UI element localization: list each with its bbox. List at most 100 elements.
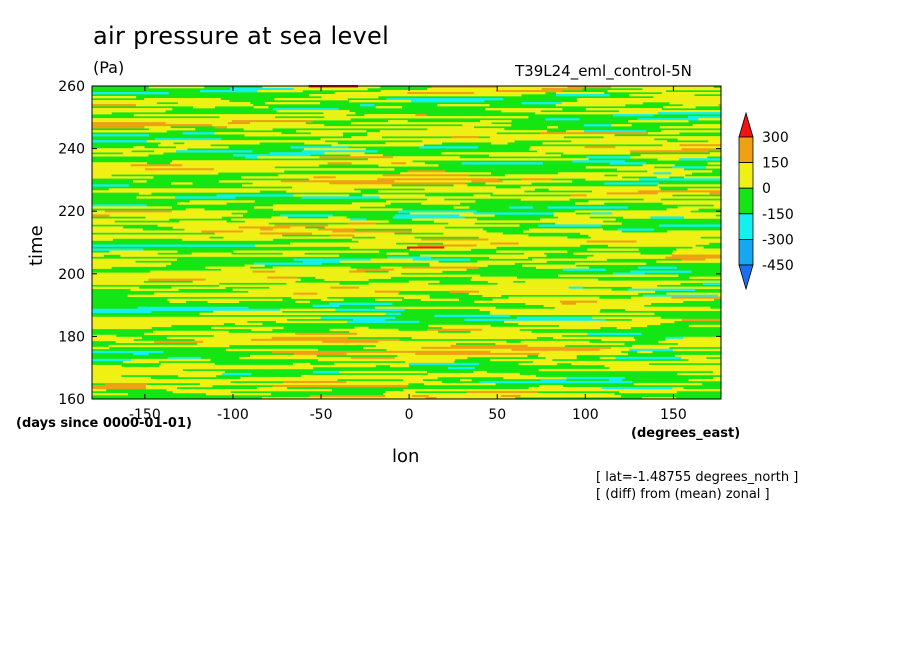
heatmap-cell (495, 284, 554, 287)
colorbar-label: -450 (762, 258, 794, 274)
heatmap-cell (705, 206, 722, 209)
heatmap-cell (517, 182, 532, 185)
heatmap-cell (537, 150, 571, 153)
heatmap-cell (284, 206, 360, 209)
heatmap-cell (669, 102, 722, 105)
heatmap-cell (280, 160, 361, 163)
heatmap-cell (272, 266, 351, 269)
heatmap-cell (556, 340, 590, 344)
heatmap-cell (271, 216, 288, 219)
heatmap-cell (474, 158, 540, 161)
heatmap-cell (92, 100, 159, 103)
heatmap-cell (472, 152, 503, 155)
heatmap-cell (92, 262, 148, 265)
heatmap-cell (618, 110, 661, 113)
colorbar-segment (738, 213, 754, 240)
heatmap-cell (197, 342, 241, 346)
heatmap-cell (558, 216, 579, 219)
heatmap-cell (119, 166, 195, 169)
heatmap-cell (577, 100, 612, 103)
heatmap-cell (433, 288, 473, 291)
heatmap-cell (629, 94, 695, 97)
heatmap-cell (714, 280, 722, 283)
heatmap-cell (406, 162, 425, 165)
heatmap-cell (424, 382, 496, 386)
heatmap-cell (209, 330, 229, 334)
heatmap-cell (234, 332, 296, 336)
heatmap-cell (327, 126, 401, 129)
heatmap-cell (498, 326, 539, 330)
heatmap-cell (588, 200, 661, 203)
heatmap-cell (490, 350, 553, 354)
heatmap-cell (545, 118, 580, 121)
heatmap-cell (671, 296, 722, 299)
heatmap-cell (266, 334, 302, 338)
heatmap-cell (92, 258, 149, 261)
heatmap-cell (462, 388, 485, 392)
heatmap-cell (188, 320, 248, 324)
heatmap-cell (657, 158, 680, 161)
heatmap-cell (679, 144, 718, 147)
heatmap-cell (429, 262, 487, 265)
heatmap-cell (284, 336, 348, 340)
heatmap-cell (473, 212, 555, 215)
heatmap-cell (672, 250, 722, 253)
heatmap-cell (565, 394, 622, 398)
heatmap-cell (92, 346, 110, 350)
heatmap-cell (501, 308, 534, 312)
heatmap-cell (276, 134, 344, 137)
heatmap-cell (576, 302, 617, 305)
heatmap-cell (676, 248, 722, 251)
heatmap-cell (92, 184, 130, 187)
heatmap-cell (92, 336, 142, 340)
heatmap-cell (301, 196, 381, 199)
heatmap-cell (328, 224, 400, 227)
heatmap-cell (586, 156, 631, 159)
heatmap-cell (491, 142, 508, 145)
heatmap-cell (184, 228, 261, 231)
heatmap-cell (327, 338, 400, 342)
heatmap-cell (357, 342, 386, 346)
heatmap-cell (171, 286, 192, 289)
heatmap-cell (278, 174, 307, 177)
heatmap-cell (412, 394, 430, 398)
heatmap-cell (294, 168, 355, 171)
heatmap-cell (235, 272, 313, 275)
heatmap-cell (673, 88, 700, 91)
heatmap-cell (310, 132, 343, 135)
heatmap-cell (495, 342, 566, 346)
heatmap-cell (324, 116, 358, 119)
heatmap-cell (653, 172, 672, 175)
heatmap-cell (328, 364, 376, 368)
x-tick-label: 0 (405, 407, 414, 423)
heatmap-cell (660, 366, 712, 370)
heatmap-cell (555, 354, 577, 358)
heatmap-cell (406, 246, 445, 249)
heatmap-cell (529, 148, 572, 151)
heatmap-cell (182, 238, 201, 241)
heatmap-cell (642, 212, 657, 215)
heatmap-cell (658, 224, 722, 227)
heatmap-cell (315, 276, 360, 279)
heatmap-cell (362, 194, 406, 197)
heatmap-cell (464, 318, 493, 322)
heatmap-cell (272, 208, 345, 211)
heatmap-cell (350, 154, 383, 157)
heatmap-cell (715, 154, 722, 157)
heatmap-cell (640, 154, 716, 157)
heatmap-cell (332, 230, 413, 233)
heatmap-cell (530, 146, 585, 149)
heatmap-cell (513, 220, 534, 223)
heatmap-cell (489, 256, 529, 259)
heatmap-cell (662, 144, 680, 147)
heatmap-cell (448, 366, 475, 370)
heatmap-cell (637, 118, 699, 121)
heatmap-cell (511, 254, 547, 257)
heatmap-cell (378, 370, 428, 374)
heatmap-cell (470, 116, 529, 119)
colorbar-bottom-arrow (738, 264, 754, 291)
heatmap-cell (671, 254, 722, 257)
heatmap-cell (253, 262, 272, 265)
heatmap-cell (317, 260, 340, 263)
heatmap-cell (539, 158, 589, 161)
